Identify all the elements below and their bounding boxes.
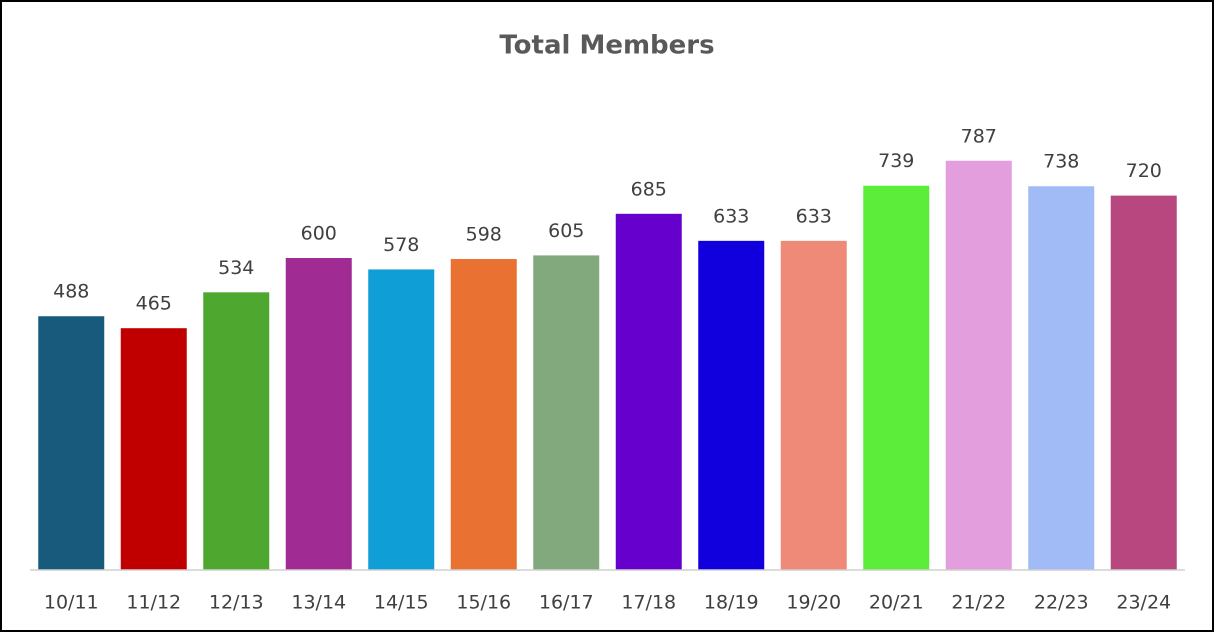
bar <box>863 185 930 570</box>
x-tick-label: 23/24 <box>1116 592 1171 614</box>
data-label: 598 <box>466 224 502 246</box>
data-label: 633 <box>796 205 832 227</box>
data-label: 488 <box>53 281 89 303</box>
data-label: 600 <box>301 223 337 245</box>
x-tick-label: 10/11 <box>44 592 99 614</box>
chart-title: Total Members <box>499 31 714 61</box>
data-label: 787 <box>961 125 997 147</box>
bar <box>533 255 600 570</box>
x-tick-label: 13/14 <box>291 592 346 614</box>
bar <box>368 269 435 570</box>
x-tick-label: 22/23 <box>1034 592 1089 614</box>
x-tick-label: 11/12 <box>126 592 181 614</box>
x-tick-label: 20/21 <box>869 592 924 614</box>
bar <box>1110 195 1177 570</box>
data-label: 720 <box>1126 160 1162 182</box>
x-tick-label: 15/16 <box>456 592 511 614</box>
data-label: 578 <box>383 234 419 256</box>
x-tick-label: 21/22 <box>951 592 1006 614</box>
x-tick-label: 19/20 <box>786 592 841 614</box>
x-tick-label: 17/18 <box>621 592 676 614</box>
bar <box>780 240 847 570</box>
data-label: 605 <box>548 220 584 242</box>
data-label: 465 <box>136 293 172 315</box>
data-label: 534 <box>218 257 254 279</box>
x-tick-label: 18/19 <box>704 592 759 614</box>
data-label: 739 <box>878 150 914 172</box>
bar <box>120 328 187 570</box>
bar <box>38 316 105 570</box>
bar <box>450 259 517 570</box>
x-tick-label: 12/13 <box>209 592 264 614</box>
data-label: 633 <box>713 205 749 227</box>
bar <box>203 292 270 570</box>
bar <box>615 213 682 571</box>
bar <box>1028 186 1095 571</box>
data-label: 685 <box>631 178 667 200</box>
x-tick-label: 14/15 <box>374 592 429 614</box>
x-tick-label: 16/17 <box>539 592 594 614</box>
bar <box>698 240 765 570</box>
bar <box>945 160 1012 570</box>
bar <box>285 258 352 570</box>
data-label: 738 <box>1043 151 1079 173</box>
